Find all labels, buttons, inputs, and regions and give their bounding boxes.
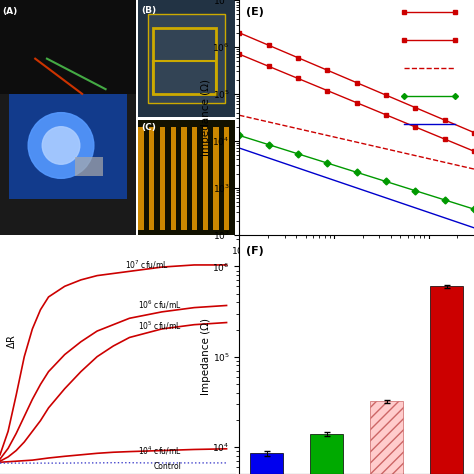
Text: $10^6$ cfu/mL: $10^6$ cfu/mL — [137, 298, 182, 310]
Bar — [75, 157, 103, 176]
Bar — [250, 453, 283, 474]
Text: $10^5$ cfu/mL: $10^5$ cfu/mL — [137, 319, 182, 332]
Y-axis label: Impedance (Ω): Impedance (Ω) — [201, 79, 211, 156]
Text: (E): (E) — [246, 7, 264, 17]
Bar — [181, 127, 187, 230]
Text: (C): (C) — [141, 123, 155, 132]
Bar — [192, 127, 197, 230]
Text: (B): (B) — [141, 6, 156, 15]
Text: (F): (F) — [246, 246, 264, 256]
Circle shape — [28, 113, 94, 178]
Bar — [149, 127, 155, 230]
Bar — [138, 0, 235, 118]
Bar — [160, 127, 165, 230]
Bar — [138, 127, 144, 230]
Bar — [310, 434, 343, 474]
Bar — [0, 0, 136, 94]
Bar — [171, 127, 176, 230]
Y-axis label: Impedance (Ω): Impedance (Ω) — [201, 318, 211, 395]
Bar — [224, 127, 229, 230]
Circle shape — [42, 127, 80, 164]
Bar — [370, 401, 403, 474]
X-axis label: Frequency (Hz): Frequency (Hz) — [312, 262, 401, 273]
Text: Control: Control — [154, 462, 182, 471]
Bar — [430, 286, 463, 474]
Bar — [202, 127, 208, 230]
Bar — [9, 94, 127, 200]
Bar — [0, 0, 136, 235]
Text: (A): (A) — [2, 7, 18, 16]
Bar — [153, 28, 216, 94]
Bar — [148, 14, 225, 103]
Bar — [213, 127, 219, 230]
Text: $\Delta$R: $\Delta$R — [5, 334, 17, 349]
Text: $10^7$ cfu/mL: $10^7$ cfu/mL — [126, 259, 169, 271]
Text: $10^4$ cfu/mL: $10^4$ cfu/mL — [137, 445, 182, 457]
Bar — [138, 119, 235, 235]
